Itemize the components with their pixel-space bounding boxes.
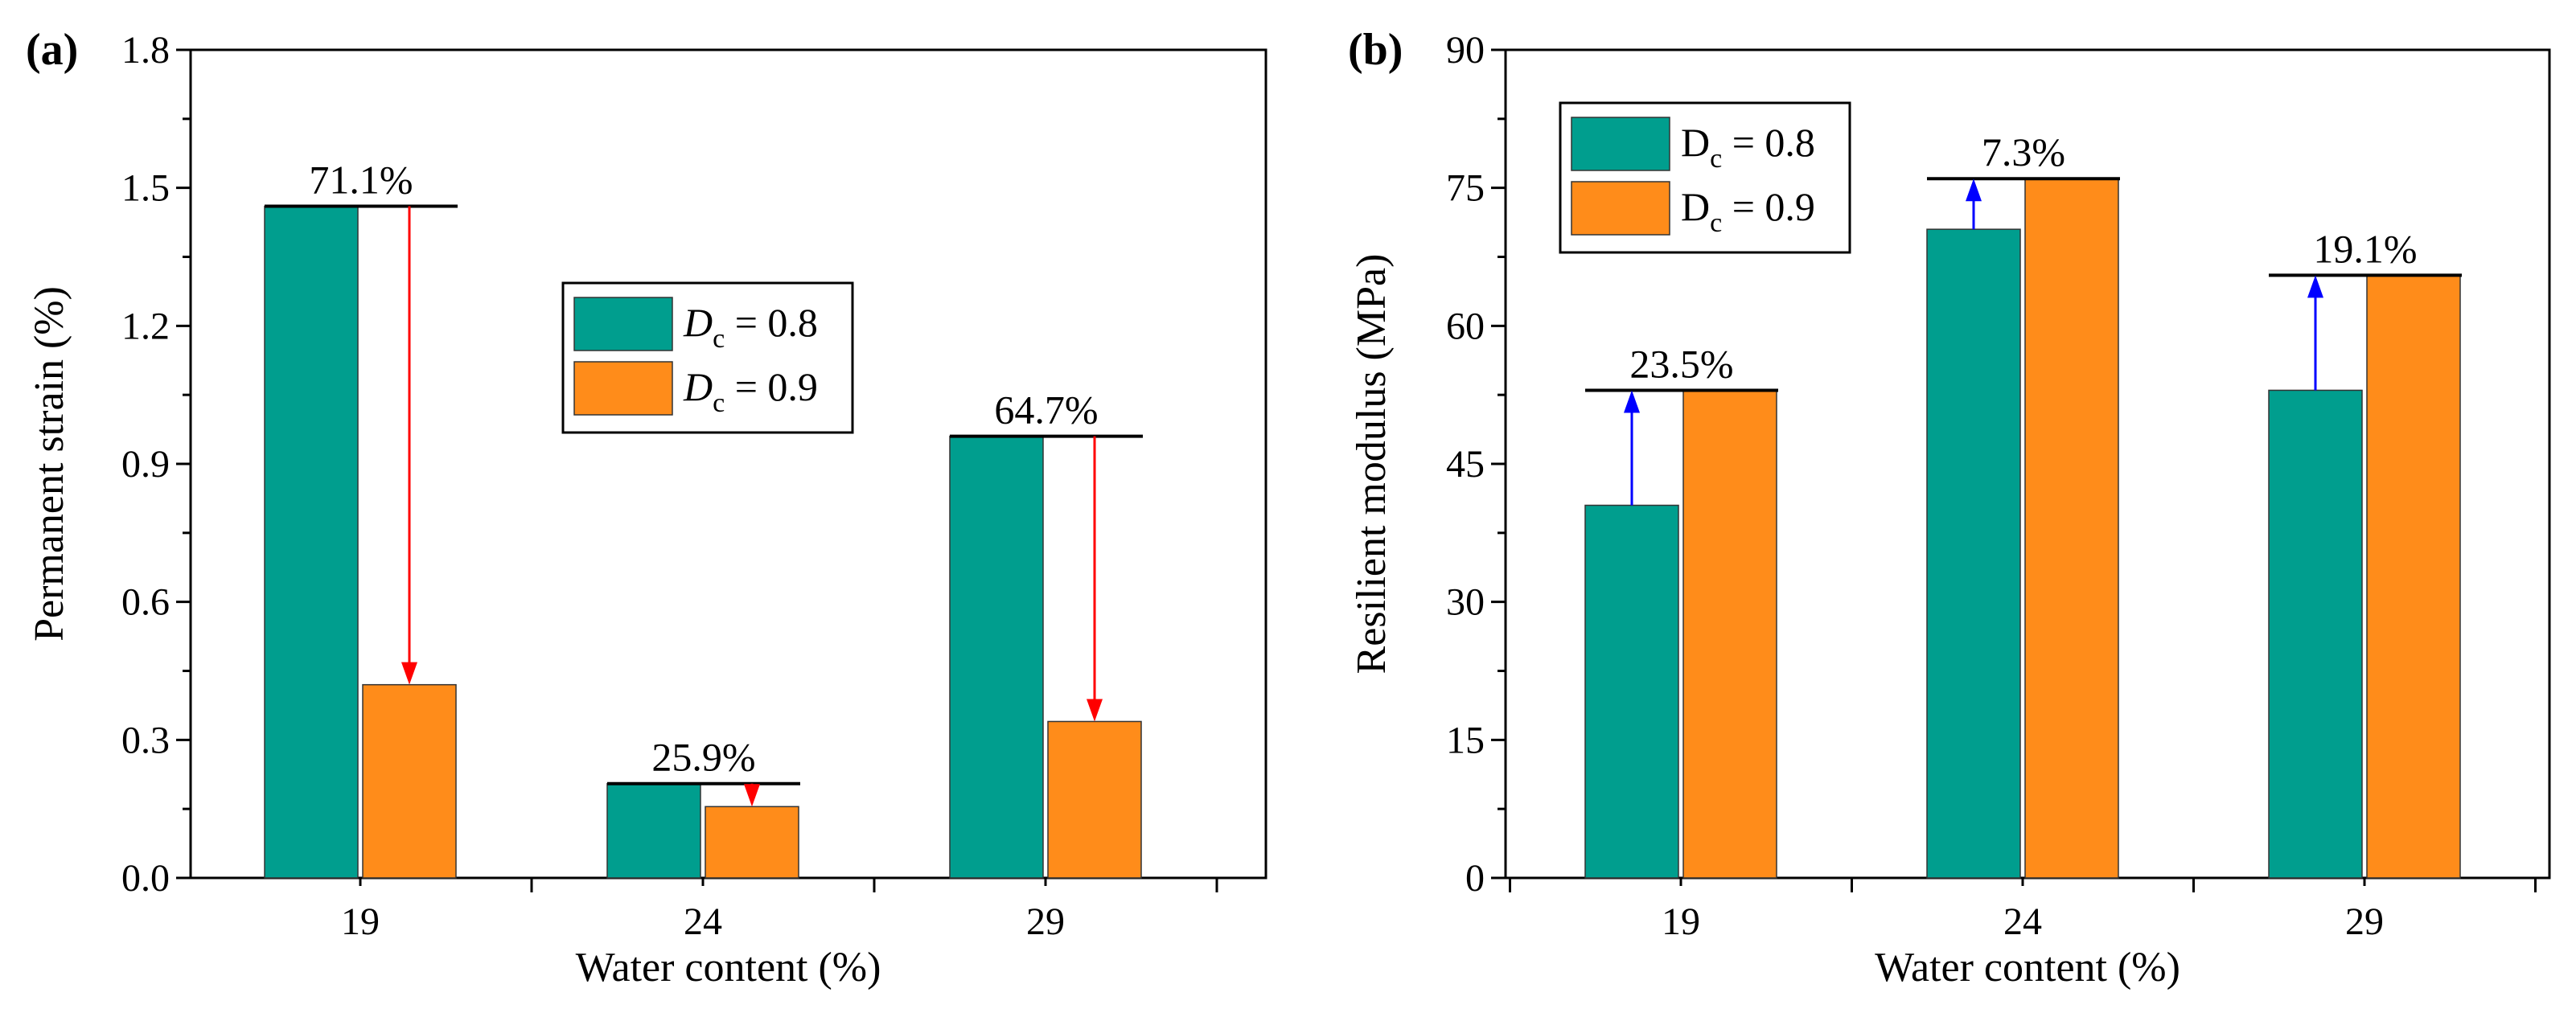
- legend-value: = 0.9: [725, 364, 818, 409]
- decrease-arrow-head: [1087, 699, 1103, 722]
- legend-symbol: D: [1681, 184, 1710, 229]
- change-annotation: 25.9%: [651, 735, 755, 780]
- increase-arrow-head: [1966, 178, 1982, 202]
- y-tick-label: 45: [1446, 443, 1485, 486]
- y-tick-label: 1.5: [121, 167, 170, 210]
- decrease-arrow-head: [744, 784, 760, 807]
- change-annotation: 7.3%: [1982, 129, 2065, 174]
- legend-label: Dc = 0.9: [1681, 184, 1815, 238]
- legend-symbol: D: [683, 300, 713, 345]
- legend-subscript: c: [1710, 208, 1722, 238]
- legend-subscript: c: [1710, 144, 1722, 174]
- y-tick-label: 0.6: [121, 581, 170, 624]
- y-tick-label: 0.0: [121, 857, 170, 900]
- bar-series-1: [362, 683, 457, 879]
- panel-a: 0.0 0.3 0.6 0.9 1.2 1.5 1.8 19 24 29 71.1% 25.9% 64.…: [26, 25, 1267, 990]
- x-tick-label: 29: [1026, 900, 1065, 943]
- y-tick-label: 1.8: [121, 29, 170, 72]
- x-tick-label: 19: [1662, 900, 1700, 943]
- y-tick-label: 75: [1446, 167, 1485, 210]
- y-tick-label: 90: [1446, 29, 1485, 72]
- x-axis-title: Water content (%): [1875, 945, 2180, 990]
- panel-label: (a): [26, 25, 78, 75]
- bar-series-1: [1682, 389, 1777, 879]
- y-tick-label: 30: [1446, 581, 1485, 624]
- legend-value: = 0.9: [1722, 184, 1815, 229]
- y-tick-label: 0: [1465, 857, 1485, 900]
- increase-arrow-head: [2307, 275, 2323, 298]
- y-tick-label: 60: [1446, 305, 1485, 347]
- panel-b: 0 15 30 45 60 75 90 19 24 29 23.5% 7.3% 19.1% Water c…: [1348, 25, 2551, 990]
- bar-series-0: [1584, 504, 1679, 879]
- bar-series-0: [1926, 228, 2021, 879]
- increase-arrow-head: [1624, 390, 1640, 413]
- x-tick-label: 29: [2345, 900, 2384, 943]
- x-tick-label: 24: [684, 900, 722, 943]
- bar-series-1: [2024, 178, 2119, 879]
- bar-series-0: [2268, 389, 2363, 879]
- y-tick-label: 0.9: [121, 443, 170, 486]
- legend-subscript: c: [713, 388, 725, 418]
- y-tick-label: 0.3: [121, 719, 170, 761]
- panel-label: (b): [1348, 25, 1403, 75]
- y-axis-title: Resilient modulus (MPa): [1349, 254, 1395, 675]
- legend-subscript: c: [713, 324, 725, 354]
- legend-symbol: D: [1681, 120, 1710, 165]
- bar-series-0: [606, 782, 701, 879]
- legend-label: Dc = 0.8: [683, 300, 818, 354]
- x-tick-label: 24: [2003, 900, 2042, 943]
- legend-swatch: [573, 361, 673, 416]
- y-axis-title: Permanent strain (%): [27, 286, 72, 642]
- change-annotation: 64.7%: [994, 388, 1098, 433]
- bar-series-1: [705, 806, 799, 879]
- y-tick-label: 15: [1446, 719, 1485, 761]
- decrease-arrow-head: [401, 662, 417, 685]
- change-annotation: 71.1%: [309, 158, 413, 203]
- legend-value: = 0.8: [725, 300, 818, 345]
- change-annotation: 19.1%: [2313, 226, 2417, 271]
- bar-series-1: [1047, 720, 1142, 879]
- bar-series-0: [949, 435, 1044, 879]
- y-tick-label: 1.2: [121, 305, 170, 347]
- legend-swatch: [1571, 181, 1670, 236]
- legend-label: Dc = 0.9: [683, 364, 818, 418]
- legend-label: Dc = 0.8: [1681, 120, 1815, 174]
- x-tick-label: 19: [341, 900, 380, 943]
- legend-value: = 0.8: [1722, 120, 1815, 165]
- change-annotation: 23.5%: [1629, 341, 1733, 386]
- bar-series-0: [264, 205, 359, 879]
- x-axis-title: Water content (%): [576, 945, 881, 990]
- bar-series-1: [2366, 274, 2461, 879]
- legend-swatch: [573, 297, 673, 351]
- legend-swatch: [1571, 117, 1670, 171]
- legend-symbol: D: [683, 364, 713, 409]
